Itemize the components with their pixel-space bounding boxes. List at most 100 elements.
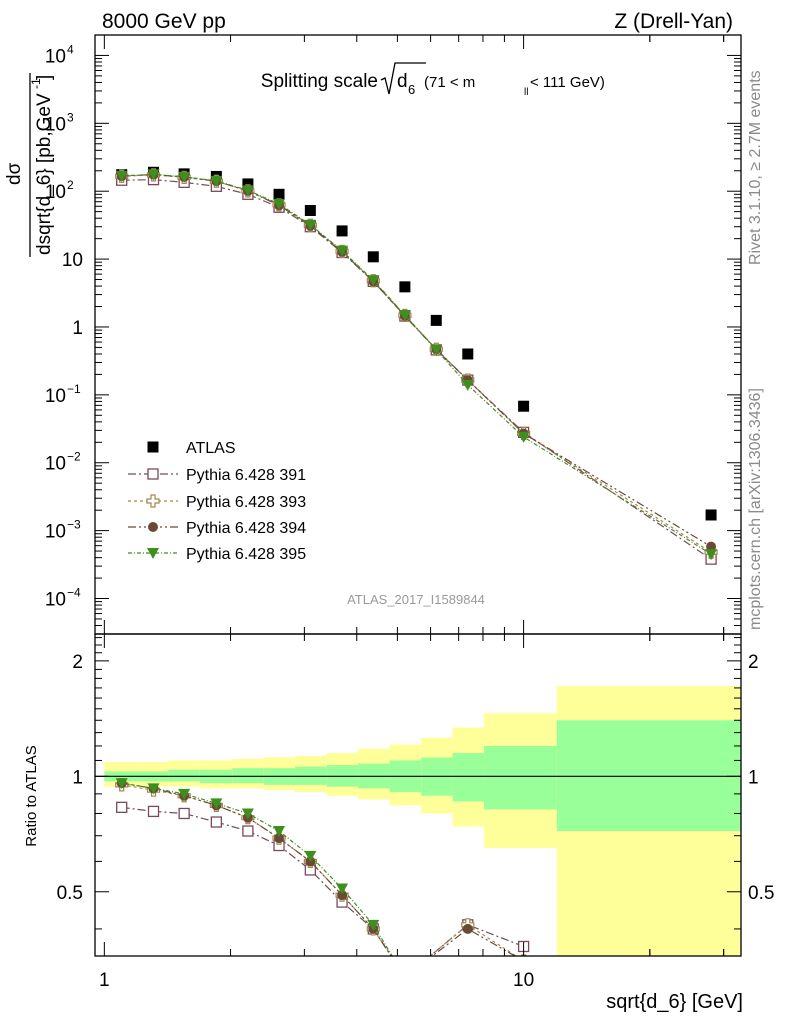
y-tick-label: 10 3	[45, 110, 74, 135]
data-point	[462, 348, 474, 360]
data-point	[273, 188, 285, 200]
ratio-line-2	[121, 784, 518, 956]
ratio-line-1	[121, 806, 524, 956]
data-point	[367, 275, 380, 287]
title-text: Splitting scale	[261, 71, 378, 92]
title-range: (71 < m	[424, 74, 475, 91]
title-sqrt-arg: d	[397, 71, 408, 92]
green-band-bin	[452, 753, 485, 802]
data-point	[304, 219, 317, 231]
ratio-point	[367, 919, 380, 931]
data-point	[336, 245, 349, 257]
legend-marker-atlas	[147, 441, 159, 453]
legend-symbol	[147, 548, 159, 559]
data-point	[273, 198, 286, 210]
ratio-point	[399, 971, 411, 983]
y-tick-exp: −3	[67, 518, 81, 532]
legend-item-391: Pythia 6.428 391	[128, 467, 306, 484]
legend-marker-395	[128, 548, 178, 559]
legend-label-atlas: ATLAS	[186, 440, 236, 457]
y-tick-exp: 3	[67, 110, 74, 124]
ratio-point	[399, 972, 411, 983]
ratio-point	[462, 923, 473, 934]
legend-marker-391	[128, 468, 178, 480]
series-line-4	[121, 173, 712, 555]
ratio-y-axis-label: Ratio to ATLAS	[23, 745, 40, 846]
data-point	[242, 178, 254, 190]
ratio-y-tick-label-right: 0.5	[748, 883, 774, 904]
main-y-axis-label: dσ dsqrt{d_6} [pb,GeV -1 ]	[4, 73, 55, 257]
ratio-point	[521, 954, 527, 956]
y-tick-exp: −1	[67, 382, 81, 396]
ratio-point	[274, 833, 285, 844]
ratio-point	[304, 850, 317, 862]
ratio-tick-labels: 0.5 0.5 1 1 2 2 1 10	[57, 652, 775, 991]
ylabel-denominator: dsqrt{d_6} [pb,GeV	[34, 93, 55, 255]
rivet-label: Rivet 3.1.10, ≥ 2.7M events	[747, 70, 764, 265]
header-left: 8000 GeV pp	[102, 10, 226, 33]
y-tick-base: 10	[45, 590, 66, 611]
ratio-point	[241, 808, 254, 820]
ratio-point	[336, 883, 349, 895]
y-tick-label: 10 −2	[45, 450, 81, 475]
ratio-series-clip	[115, 778, 530, 983]
ratio-point	[523, 955, 525, 956]
y-tick-exp: −4	[67, 586, 81, 600]
ratio-point	[178, 807, 190, 820]
ratio-uncertainty-bands	[95, 685, 741, 956]
analysis-watermark: ATLAS_2017_I1589844	[347, 592, 485, 607]
y-tick-base: 10	[45, 46, 66, 67]
legend-item-393: Pythia 6.428 393	[128, 494, 306, 511]
ratio-point	[116, 801, 128, 813]
legend-marker-394	[128, 522, 178, 532]
data-point	[398, 310, 411, 322]
legend-symbol	[147, 441, 159, 453]
main-series-layer	[115, 166, 718, 565]
ratio-point	[461, 955, 474, 956]
x-axis-label: sqrt{d_6} [GeV]	[606, 991, 743, 1013]
data-point	[304, 204, 316, 216]
y-tick-label: 10	[62, 250, 83, 271]
legend: ATLAS Pythia 6.428 391 Pythia 6.428 393 …	[128, 440, 306, 563]
legend-label-393: Pythia 6.428 393	[186, 494, 306, 511]
data-point	[430, 344, 443, 356]
band-layer	[95, 685, 741, 956]
legend-item-395: Pythia 6.428 395	[128, 546, 306, 563]
ratio-point	[242, 825, 254, 837]
ratio-point	[115, 778, 128, 790]
data-point	[518, 400, 530, 412]
y-tick-exp: 2	[67, 178, 74, 192]
data-point	[705, 549, 718, 561]
ylabel-numerator: dσ	[4, 162, 25, 185]
legend-item-394: Pythia 6.428 394	[128, 520, 306, 537]
legend-item-atlas: ATLAS	[147, 440, 236, 457]
title-range-end: < 111 GeV)	[530, 74, 605, 91]
ratio-point	[147, 783, 160, 795]
legend-symbol	[146, 494, 160, 508]
y-tick-label: 10 2	[45, 178, 74, 203]
ratio-point	[210, 816, 223, 828]
ylabel-denominator-exp: -1	[29, 78, 43, 89]
data-point	[399, 281, 411, 293]
y-tick-label: 10 −3	[45, 518, 81, 543]
y-tick-exp: 4	[67, 42, 74, 56]
y-tick-base: 10	[45, 454, 66, 475]
legend-label-391: Pythia 6.428 391	[186, 467, 306, 484]
ratio-point	[147, 805, 160, 818]
y-tick-base: 1	[72, 318, 83, 339]
data-point	[705, 509, 717, 521]
green-band-bin	[232, 768, 264, 784]
data-point	[336, 225, 348, 237]
x-tick-label: 10	[513, 970, 534, 991]
y-tick-exp: −2	[67, 450, 81, 464]
title-sqrt-sub: 6	[408, 82, 415, 97]
ratio-series-layer	[115, 778, 530, 983]
y-tick-base: 10	[62, 250, 83, 271]
ratio-point	[337, 890, 348, 901]
ratio-y-tick-label-left: 1	[72, 767, 83, 788]
main-frame	[94, 34, 742, 635]
legend-label-394: Pythia 6.428 394	[186, 520, 306, 537]
y-tick-label: 10 4	[45, 42, 74, 67]
